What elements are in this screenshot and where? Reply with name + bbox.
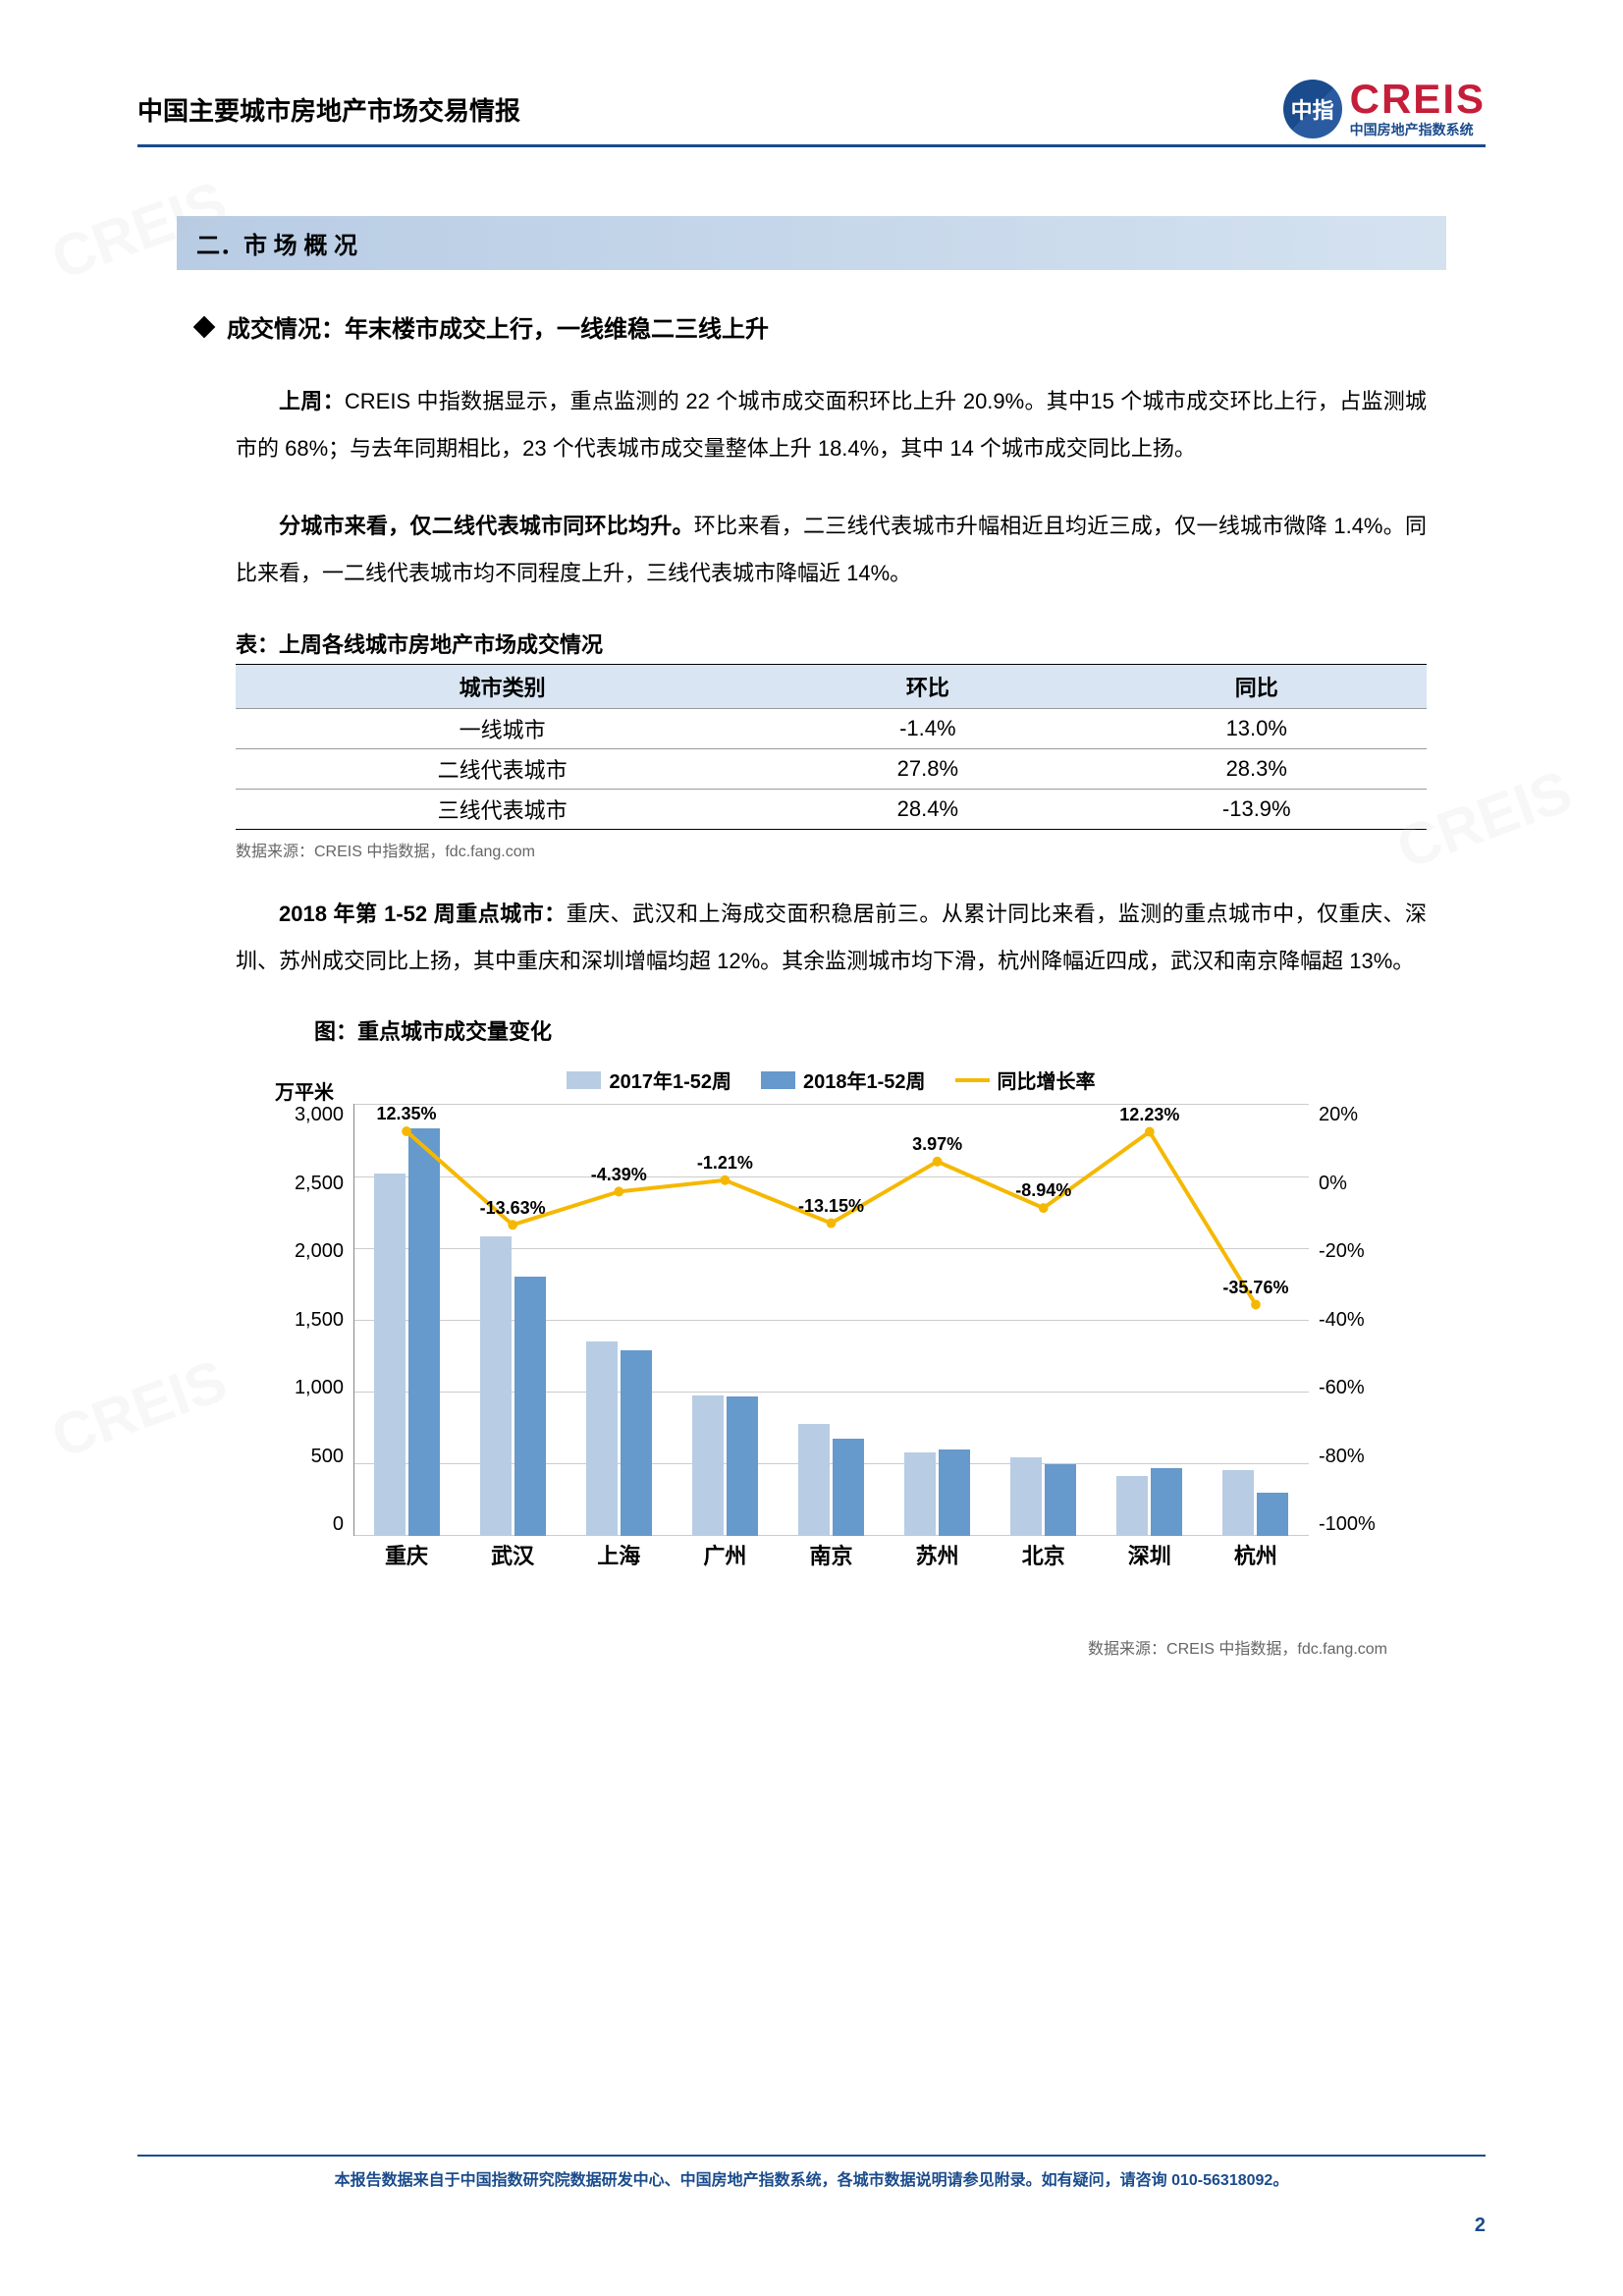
legend-item: 2017年1-52周	[567, 1066, 731, 1094]
page-footer: 本报告数据来自于中国指数研究院数据研发中心、中国房地产指数系统，各城市数据说明请…	[137, 2155, 1486, 2237]
table-cell: 三线代表城市	[236, 789, 769, 829]
logo-sub-text: 中国房地产指数系统	[1350, 120, 1486, 139]
y-axis-right: 20%0%-20%-40%-60%-80%-100%	[1319, 1104, 1387, 1536]
data-label: 3.97%	[912, 1134, 962, 1155]
chart-legend: 2017年1-52周 2018年1-52周 同比增长率	[275, 1066, 1387, 1094]
page-number: 2	[137, 2214, 1486, 2237]
table-cell: -13.9%	[1087, 789, 1427, 829]
x-label: 广州	[680, 1539, 769, 1570]
table-title: 表：上周各线城市房地产市场成交情况	[236, 628, 1486, 659]
data-label: 12.23%	[1119, 1105, 1179, 1125]
legend-item: 2018年1-52周	[761, 1066, 926, 1094]
bar-group	[362, 1128, 451, 1536]
table-source: 数据来源：CREIS 中指数据，fdc.fang.com	[236, 838, 1486, 861]
subsection-header: 成交情况：年末楼市成交上行，一线维稳二三线上升	[196, 309, 1486, 344]
bar-group	[893, 1449, 982, 1536]
volume-chart: 2017年1-52周 2018年1-52周 同比增长率 万平米 3,0002,500…	[275, 1066, 1387, 1576]
data-label: -8.94%	[1015, 1180, 1071, 1201]
x-label: 武汉	[468, 1539, 557, 1570]
table-header: 城市类别	[236, 664, 769, 708]
x-label: 南京	[786, 1539, 875, 1570]
chart-title: 图：重点城市成交量变化	[314, 1014, 1486, 1046]
table-cell: -1.4%	[769, 708, 1086, 748]
table-cell: 一线城市	[236, 708, 769, 748]
bar-group	[468, 1236, 557, 1536]
data-label: -1.21%	[697, 1153, 753, 1174]
city-tier-table: 城市类别 环比 同比 一线城市-1.4%13.0% 二线代表城市27.8%28.3…	[236, 664, 1427, 830]
x-label: 杭州	[1212, 1539, 1300, 1570]
x-label: 上海	[574, 1539, 663, 1570]
table-header: 环比	[769, 664, 1086, 708]
chart-source: 数据来源：CREIS 中指数据，fdc.fang.com	[137, 1635, 1387, 1659]
x-label: 苏州	[893, 1539, 982, 1570]
data-label: 12.35%	[377, 1104, 437, 1124]
data-label: -13.63%	[480, 1198, 546, 1219]
table-header: 同比	[1087, 664, 1427, 708]
paragraph-1: 上周：CREIS 中指数据显示，重点监测的 22 个城市成交面积环比上升 20.…	[236, 378, 1427, 473]
data-label: -35.76%	[1222, 1278, 1288, 1298]
logo-icon: 中指	[1283, 80, 1342, 138]
legend-item: 同比增长率	[955, 1066, 1096, 1094]
table-cell: 28.3%	[1087, 748, 1427, 789]
x-axis-labels: 重庆武汉上海广州南京苏州北京深圳杭州	[353, 1539, 1309, 1570]
y-axis-unit: 万平米	[275, 1076, 334, 1105]
footer-text: 本报告数据来自于中国指数研究院数据研发中心、中国房地产指数系统，各城市数据说明请…	[137, 2166, 1486, 2190]
bar-group	[1212, 1470, 1300, 1536]
data-label: -4.39%	[591, 1165, 647, 1185]
table-cell: 二线代表城市	[236, 748, 769, 789]
paragraph-2: 分城市来看，仅二线代表城市同环比均升。环比来看，二三线代表城市升幅相近且均近三成…	[236, 503, 1427, 598]
x-label: 重庆	[362, 1539, 451, 1570]
diamond-icon	[193, 315, 216, 338]
y-axis-left: 3,0002,5002,0001,5001,0005000	[275, 1104, 344, 1536]
paragraph-3: 2018 年第 1-52 周重点城市：重庆、武汉和上海成交面积稳居前三。从累计同…	[236, 891, 1427, 986]
header-title: 中国主要城市房地产市场交易情报	[137, 91, 520, 128]
page-header: 中国主要城市房地产市场交易情报 中指 CREIS 中国房地产指数系统	[137, 79, 1486, 147]
section-header: 二．市 场 概 况	[177, 216, 1446, 270]
x-label: 深圳	[1106, 1539, 1194, 1570]
bar-group	[680, 1395, 769, 1537]
table-cell: 13.0%	[1087, 708, 1427, 748]
bar-group	[1000, 1457, 1088, 1537]
table-cell: 28.4%	[769, 789, 1086, 829]
bar-group	[786, 1424, 875, 1536]
data-label: -13.15%	[798, 1196, 864, 1217]
subsection-title: 成交情况：年末楼市成交上行，一线维稳二三线上升	[227, 309, 769, 344]
table-cell: 27.8%	[769, 748, 1086, 789]
logo-main-text: CREIS	[1350, 79, 1486, 120]
x-label: 北京	[1000, 1539, 1088, 1570]
logo: 中指 CREIS 中国房地产指数系统	[1283, 79, 1486, 139]
bar-group	[574, 1341, 663, 1536]
bar-group	[1106, 1468, 1194, 1536]
